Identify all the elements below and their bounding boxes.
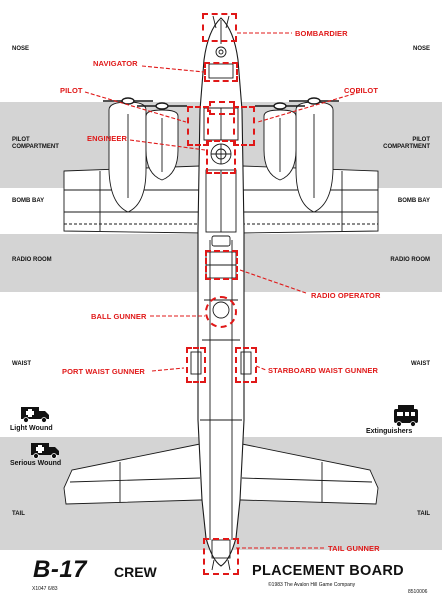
connector-lines	[84, 32, 361, 549]
tail-gunner-label: TAIL GUNNER	[328, 544, 380, 553]
tail-gunner-slot[interactable]	[203, 538, 239, 575]
pilot-slot[interactable]	[187, 106, 209, 146]
starboard-waist-gunner-label: STARBOARD WAIST GUNNER	[268, 366, 378, 375]
copyright-text: ©1983 The Avalon Hill Game Company	[268, 582, 356, 588]
port-waist-gunner-label: PORT WAIST GUNNER	[62, 367, 145, 376]
game-title: B-17	[33, 556, 88, 583]
copilot-slot[interactable]	[233, 106, 255, 146]
engine-nacelles	[108, 101, 334, 213]
radio-operator-slot[interactable]	[205, 250, 238, 280]
zone-label-pilot-compartment-text: PILOT COMPARTMENT	[12, 137, 59, 150]
extinguishers-label: Extinguishers	[366, 428, 413, 435]
light-wound-label: Light Wound	[10, 425, 53, 432]
game-subtitle-board: PLACEMENT BOARD	[252, 563, 404, 579]
fire-extinguisher-icon[interactable]	[392, 403, 420, 427]
bombardier-slot[interactable]	[202, 13, 237, 42]
zone-label-nose-right: NOSE	[412, 46, 430, 52]
starboard-waist-gunner-slot[interactable]	[235, 347, 257, 383]
zone-label-nose-left: NOSE	[12, 46, 30, 52]
ball-gunner-slot[interactable]	[205, 296, 237, 328]
radio-operator-label: RADIO OPERATOR	[311, 291, 381, 300]
zone-label-radio-room-right: RADIO ROOM	[390, 257, 430, 263]
zone-label-pilot-compartment-text-right: PILOT COMPARTMENT	[383, 137, 430, 150]
ambulance-icon-serious[interactable]	[30, 440, 60, 460]
zone-label-bomb-bay-left: BOMB BAY	[12, 198, 45, 204]
ball-gunner-label: BALL GUNNER	[91, 312, 147, 321]
catalog-code: 8510006	[408, 589, 428, 595]
pilot-label: PILOT	[60, 86, 83, 95]
serious-wound-label: Serious Wound	[10, 460, 62, 467]
engineer-label: ENGINEER	[87, 134, 127, 143]
zone-label-bomb-bay-right: BOMB BAY	[397, 198, 430, 204]
zone-label-tail-left: TAIL	[12, 511, 25, 517]
copilot-label: COPILOT	[344, 86, 379, 95]
game-subtitle-crew: CREW	[114, 564, 157, 580]
port-waist-gunner-slot[interactable]	[186, 347, 206, 383]
zone-label-waist-left: WAIST	[12, 361, 31, 367]
zone-label-radio-room-left: RADIO ROOM	[12, 257, 52, 263]
cockpit-center-slot[interactable]	[209, 101, 235, 115]
ambulance-icon[interactable]	[20, 404, 50, 424]
engineer-slot[interactable]	[206, 140, 236, 174]
zone-label-pilot-compartment-right: PILOT COMPARTMENT	[383, 137, 430, 151]
bombardier-label: BOMBARDIER	[295, 29, 348, 38]
navigator-slot[interactable]	[204, 62, 238, 82]
propellers	[103, 97, 339, 110]
part-code: X1047 6/83	[32, 586, 58, 592]
zone-label-waist-right: WAIST	[411, 361, 430, 367]
navigator-label: NAVIGATOR	[93, 59, 138, 68]
zone-label-tail-right: TAIL	[417, 511, 430, 517]
zone-label-pilot-compartment-left: PILOT COMPARTMENT	[12, 137, 59, 151]
